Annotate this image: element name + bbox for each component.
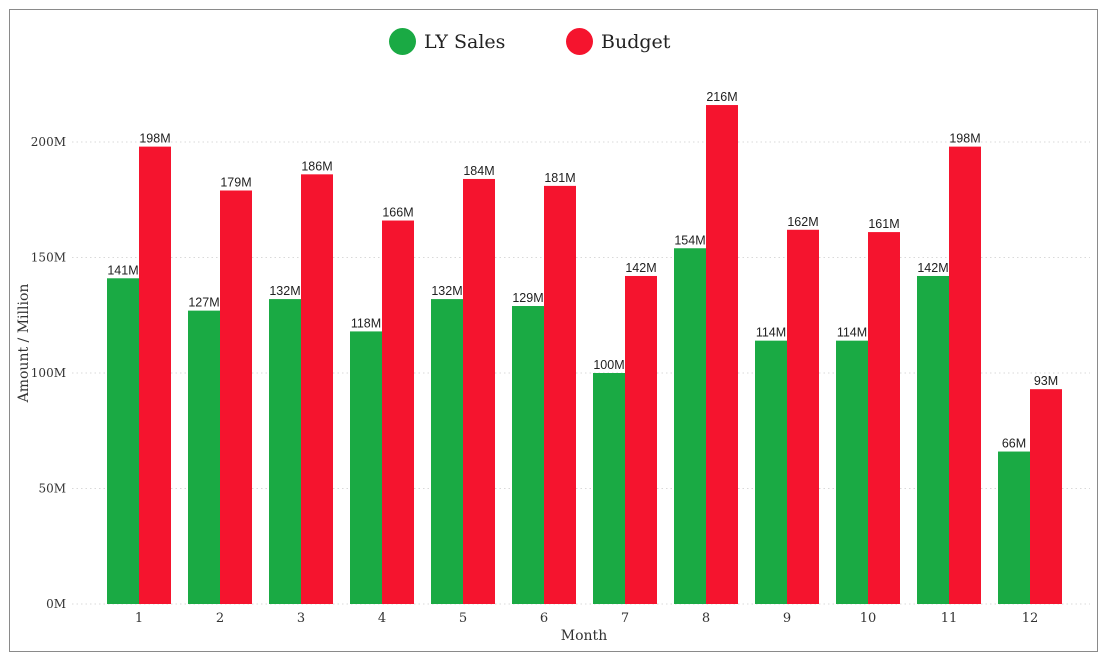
data-label: 127M <box>188 296 219 310</box>
x-tick-label: 11 <box>941 611 958 626</box>
legend-item-budget[interactable]: Budget <box>566 28 670 55</box>
x-tick-label: 6 <box>540 611 548 626</box>
y-tick-label: 100M <box>31 366 66 380</box>
bar-budget[interactable] <box>868 232 900 604</box>
bar-ly-sales[interactable] <box>188 310 220 604</box>
data-label: 118M <box>351 316 381 330</box>
bar-budget[interactable] <box>220 190 252 604</box>
legend: LY Sales Budget <box>0 26 1109 60</box>
bar-ly-sales[interactable] <box>755 340 787 604</box>
y-tick-label: 0M <box>46 597 66 611</box>
bars <box>107 105 1062 605</box>
y-tick-label: 200M <box>31 135 66 149</box>
x-tick-label: 12 <box>1022 611 1039 626</box>
data-label: 181M <box>544 171 575 185</box>
data-label: 100M <box>593 358 624 372</box>
bar-ly-sales[interactable] <box>350 331 382 604</box>
y-axis-ticks: 0M 50M 100M 150M 200M <box>31 135 66 611</box>
bar-ly-sales[interactable] <box>998 451 1030 604</box>
bar-budget[interactable] <box>301 174 333 604</box>
x-tick-label: 2 <box>216 611 224 626</box>
bar-budget[interactable] <box>544 185 576 604</box>
bar-ly-sales[interactable] <box>107 278 139 604</box>
data-label: 93M <box>1034 374 1058 388</box>
data-label: 184M <box>463 164 494 178</box>
data-label: 142M <box>917 261 948 275</box>
data-label: 161M <box>868 217 899 231</box>
x-tick-label: 7 <box>621 611 629 626</box>
data-label: 154M <box>674 233 705 247</box>
data-label: 179M <box>220 176 251 190</box>
legend-label-budget: Budget <box>601 30 671 53</box>
data-label: 198M <box>949 132 980 146</box>
data-label: 142M <box>625 261 656 275</box>
y-axis-title: Amount / Million <box>16 284 32 404</box>
bar-budget[interactable] <box>949 146 981 604</box>
data-label: 66M <box>1002 437 1026 451</box>
bar-ly-sales[interactable] <box>512 306 544 604</box>
gridlines <box>72 141 1090 605</box>
bar-ly-sales[interactable] <box>593 373 625 604</box>
bar-budget[interactable] <box>787 229 819 604</box>
legend-label-ly-sales: LY Sales <box>424 30 506 53</box>
legend-swatch-ly-sales <box>389 28 416 55</box>
bar-ly-sales[interactable] <box>674 248 706 604</box>
x-tick-label: 5 <box>459 611 467 626</box>
bar-budget[interactable] <box>706 105 738 604</box>
x-tick-label: 3 <box>297 611 305 626</box>
x-tick-label: 8 <box>702 611 710 626</box>
data-label: 166M <box>382 206 413 220</box>
bar-budget[interactable] <box>625 275 657 604</box>
data-label: 186M <box>301 159 332 173</box>
x-tick-label: 1 <box>135 611 143 626</box>
bar-budget[interactable] <box>1030 389 1062 604</box>
data-label: 216M <box>706 90 737 104</box>
data-label: 114M <box>837 326 867 340</box>
bar-ly-sales[interactable] <box>836 340 868 604</box>
data-label: 114M <box>756 326 786 340</box>
bar-ly-sales[interactable] <box>917 275 949 604</box>
bar-budget[interactable] <box>139 146 171 604</box>
bar-budget[interactable] <box>382 220 414 605</box>
data-label: 141M <box>107 263 138 277</box>
bar-ly-sales[interactable] <box>269 299 301 604</box>
bar-budget[interactable] <box>463 178 495 604</box>
bar-ly-sales[interactable] <box>431 299 463 604</box>
data-labels: 141M 198M 127M 179M 132M 186M 118M 166M 132M 184M… <box>107 90 1058 451</box>
x-axis-ticks: 1 2 3 4 5 6 7 8 9 10 11 12 <box>135 611 1038 626</box>
legend-swatch-budget <box>566 28 593 55</box>
data-label: 129M <box>512 291 543 305</box>
data-label: 162M <box>787 215 818 229</box>
y-tick-label: 150M <box>31 251 66 265</box>
data-label: 132M <box>431 284 462 298</box>
x-axis-title: Month <box>561 628 607 644</box>
x-tick-label: 10 <box>860 611 877 626</box>
data-label: 132M <box>269 284 300 298</box>
x-tick-label: 9 <box>783 611 791 626</box>
y-tick-label: 50M <box>38 482 66 496</box>
data-label: 198M <box>139 132 170 146</box>
legend-item-ly-sales[interactable]: LY Sales <box>389 28 505 55</box>
x-tick-label: 4 <box>378 611 386 626</box>
